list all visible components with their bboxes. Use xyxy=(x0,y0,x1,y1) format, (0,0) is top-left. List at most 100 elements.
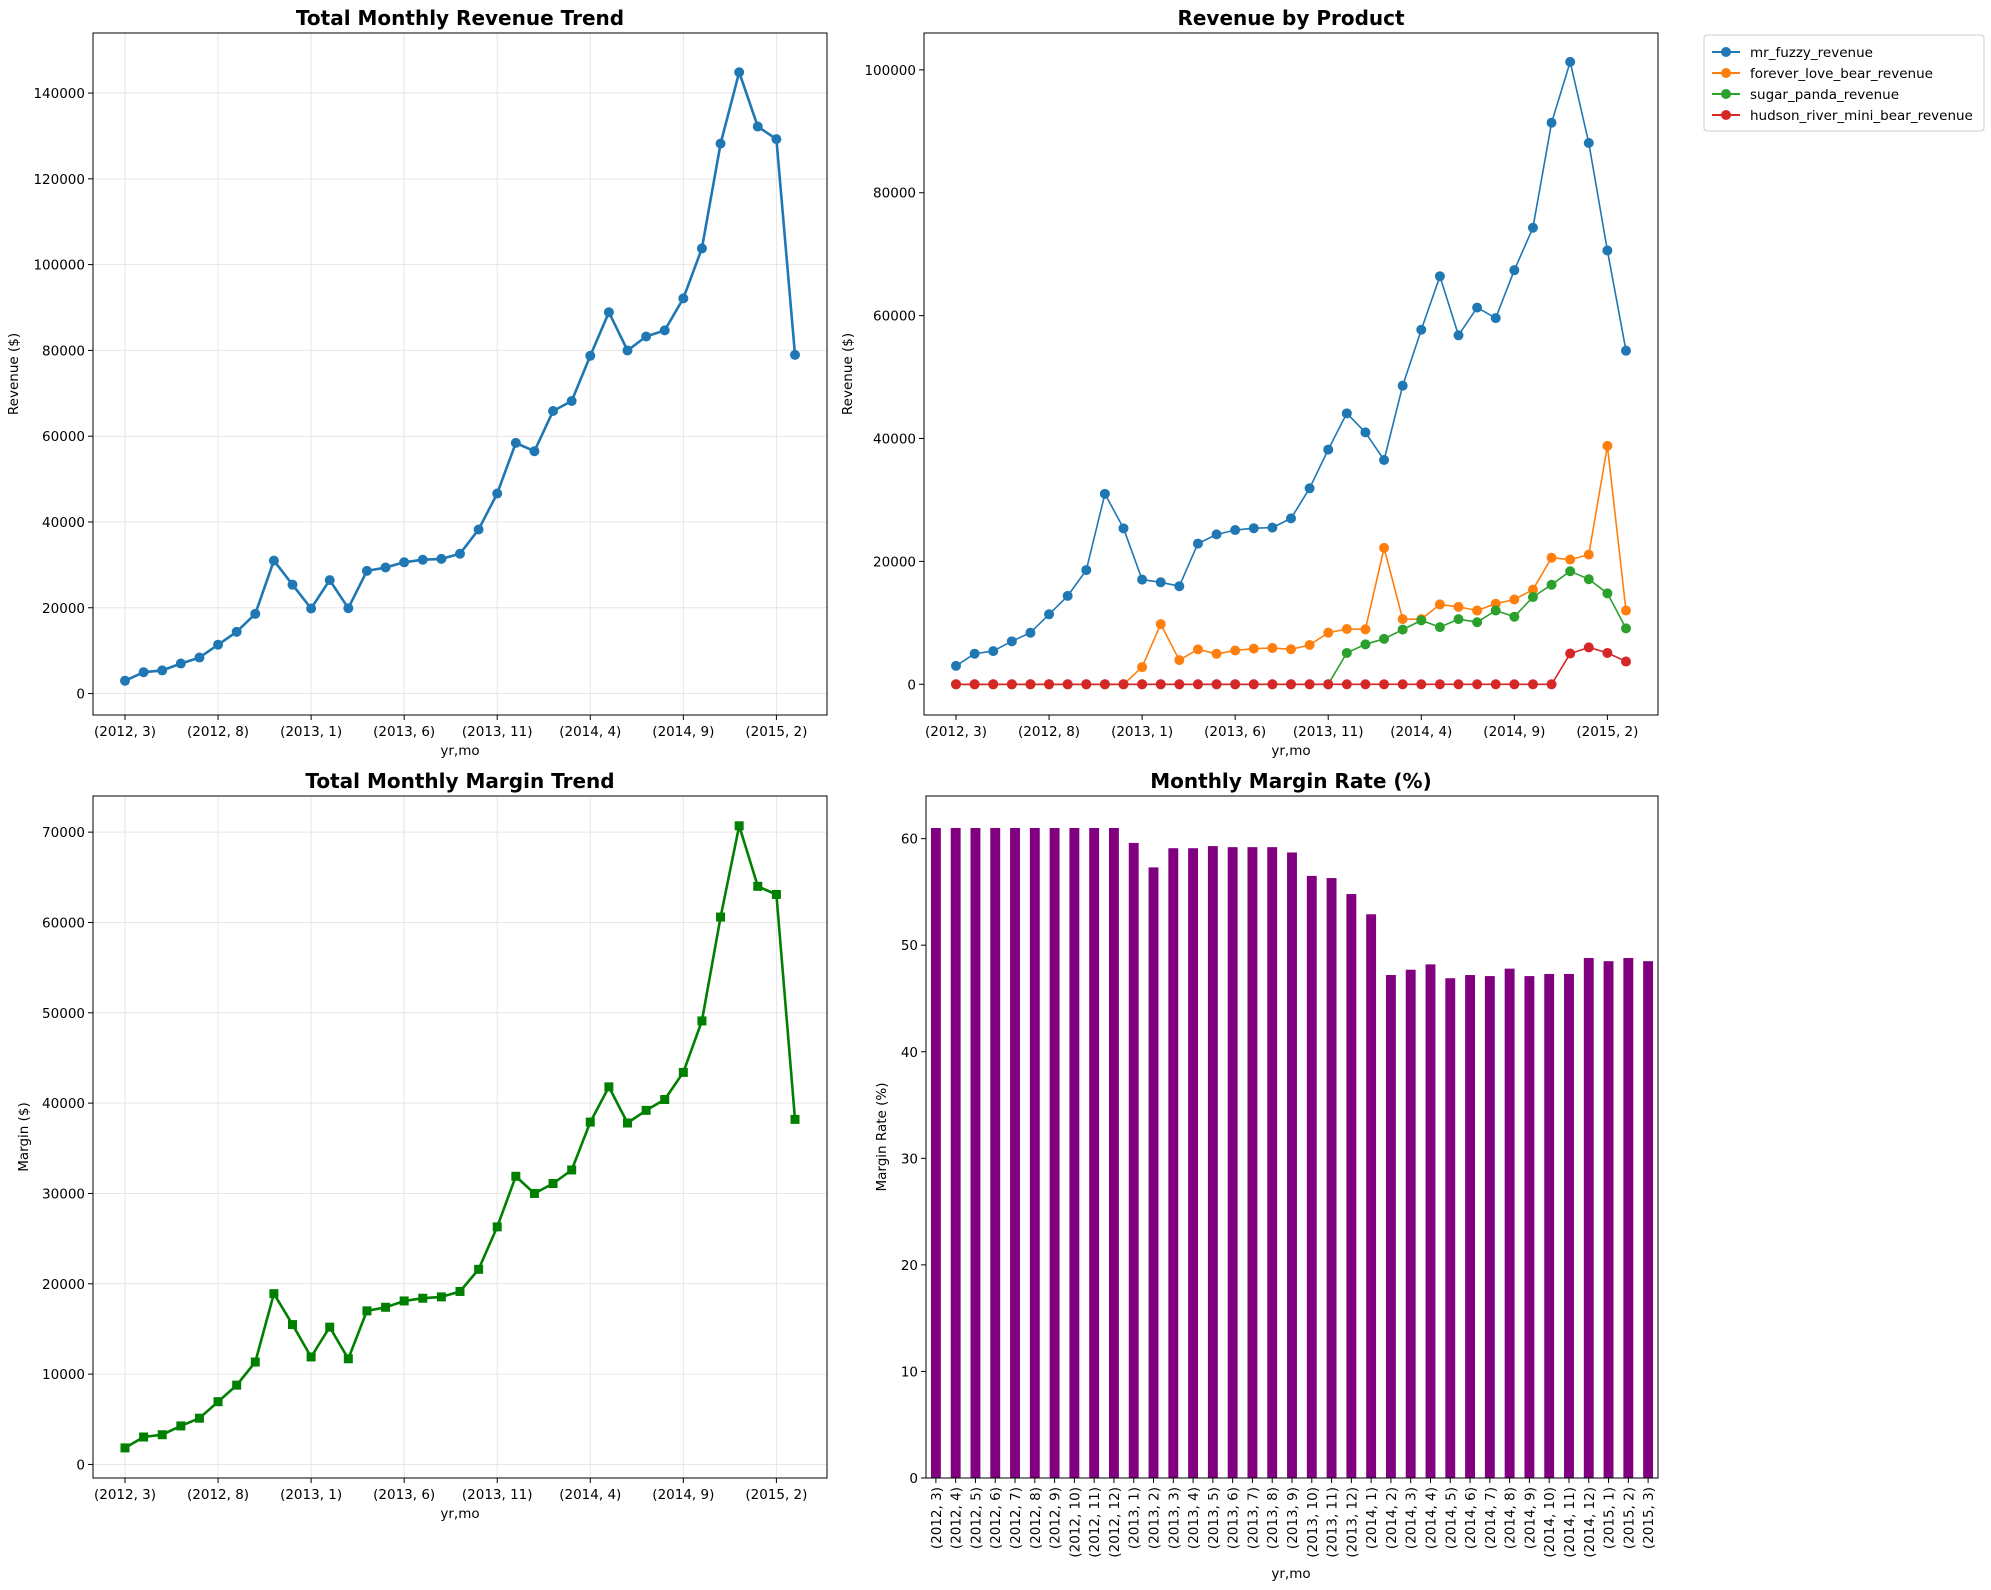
data-point xyxy=(585,350,596,361)
data-point xyxy=(1527,584,1538,595)
data-point xyxy=(1211,529,1222,540)
x-tick-label: (2014, 2) xyxy=(1384,1487,1400,1549)
x-tick-label: (2015, 2) xyxy=(1621,1487,1637,1549)
x-tick-label: (2012, 8) xyxy=(1028,1487,1044,1549)
bar xyxy=(1306,875,1317,1478)
bar xyxy=(1207,846,1218,1478)
data-point xyxy=(641,1105,651,1115)
y-tick-label: 100000 xyxy=(33,258,85,274)
legend-item: mr_fuzzy_revenue xyxy=(1712,45,1873,61)
y-tick-label: 80000 xyxy=(873,186,916,202)
data-point xyxy=(622,345,633,356)
data-point xyxy=(1472,679,1483,690)
bar xyxy=(1524,976,1535,1478)
bar xyxy=(1603,961,1614,1478)
y-tick-label: 60000 xyxy=(873,309,916,325)
data-point xyxy=(120,1443,130,1453)
data-point xyxy=(988,679,999,690)
data-point xyxy=(1527,592,1538,603)
legend-item: sugar_panda_revenue xyxy=(1712,87,1899,103)
bar xyxy=(1049,827,1060,1478)
y-tick-label: 80000 xyxy=(42,343,85,359)
x-tick-label: (2012, 3) xyxy=(929,1487,945,1549)
data-point xyxy=(157,1430,167,1440)
data-point xyxy=(269,1289,279,1299)
x-tick-label: (2013, 11) xyxy=(462,724,533,740)
data-point xyxy=(1044,609,1055,620)
data-point xyxy=(1341,408,1352,419)
x-tick-label: (2012, 12) xyxy=(1107,1487,1123,1558)
y-tick-label: 40000 xyxy=(42,1096,85,1112)
data-point xyxy=(474,1264,484,1274)
x-tick-label: (2012, 8) xyxy=(187,1487,249,1503)
data-point xyxy=(1360,639,1371,650)
y-axis-label: Margin Rate (%) xyxy=(874,1082,890,1191)
x-tick-label: (2015, 1) xyxy=(1602,1487,1618,1549)
data-point xyxy=(1304,679,1315,690)
data-point xyxy=(1397,614,1408,625)
x-tick-label: (2014, 6) xyxy=(1463,1487,1479,1549)
x-tick-label: (2013, 1) xyxy=(1111,724,1173,740)
y-tick-label: 120000 xyxy=(33,172,85,188)
data-point xyxy=(790,1114,800,1124)
data-point xyxy=(1379,455,1390,466)
data-point xyxy=(120,675,130,686)
y-tick-label: 20 xyxy=(901,1258,918,1274)
data-point xyxy=(287,579,298,590)
x-tick-label: (2012, 10) xyxy=(1067,1487,1083,1558)
data-point xyxy=(951,679,961,690)
chart-title: Monthly Margin Rate (%) xyxy=(1150,769,1431,793)
data-point xyxy=(1192,644,1203,655)
data-point xyxy=(1509,611,1520,622)
data-point xyxy=(324,575,335,586)
data-point xyxy=(417,554,428,565)
data-point xyxy=(1323,679,1334,690)
x-tick-label: (2012, 3) xyxy=(925,724,987,740)
data-point xyxy=(306,603,317,614)
data-point xyxy=(1286,513,1296,524)
x-tick-label: (2015, 2) xyxy=(745,724,807,740)
data-point xyxy=(1397,624,1408,635)
data-point xyxy=(399,1296,409,1306)
data-point xyxy=(1527,222,1538,233)
data-point xyxy=(194,1413,204,1423)
x-tick-label: (2013, 6) xyxy=(1226,1487,1242,1549)
y-tick-label: 140000 xyxy=(33,86,85,102)
data-point xyxy=(380,562,391,573)
data-point xyxy=(1397,380,1408,391)
x-tick-label: (2013, 12) xyxy=(1344,1487,1360,1558)
data-point xyxy=(1583,574,1594,585)
data-point xyxy=(1621,345,1631,356)
bar xyxy=(1564,973,1574,1478)
data-point xyxy=(1416,324,1427,335)
data-point xyxy=(362,1306,372,1316)
data-point xyxy=(1490,313,1501,324)
data-point xyxy=(678,1067,688,1077)
bar xyxy=(1465,975,1475,1478)
data-point xyxy=(1248,643,1259,654)
data-point xyxy=(1081,565,1092,576)
y-tick-label: 70000 xyxy=(42,825,85,841)
y-axis-label: Revenue ($) xyxy=(840,333,856,415)
x-tick-label: (2015, 3) xyxy=(1641,1487,1657,1549)
bar xyxy=(1287,852,1297,1478)
data-point xyxy=(232,1380,242,1390)
x-tick-label: (2012, 4) xyxy=(949,1487,965,1549)
chart-revenue-trend: Total Monthly Revenue Trend yr,mo Revenu… xyxy=(6,6,828,759)
bar xyxy=(1583,957,1594,1478)
x-tick-label: (2012, 11) xyxy=(1087,1487,1103,1558)
data-point xyxy=(716,912,726,922)
bar xyxy=(1069,827,1080,1478)
data-point xyxy=(1248,679,1259,690)
x-tick-label: (2012, 8) xyxy=(1018,724,1080,740)
data-point xyxy=(1490,679,1501,690)
data-point xyxy=(1137,662,1148,673)
data-point xyxy=(753,881,763,891)
data-point xyxy=(492,1222,502,1232)
bar xyxy=(1445,978,1456,1478)
bar xyxy=(1623,957,1634,1478)
data-point xyxy=(418,1293,428,1303)
x-tick-label: (2012, 5) xyxy=(968,1487,984,1549)
x-tick-label: (2014, 10) xyxy=(1542,1487,1558,1558)
x-tick-label: (2014, 4) xyxy=(1423,1487,1439,1549)
